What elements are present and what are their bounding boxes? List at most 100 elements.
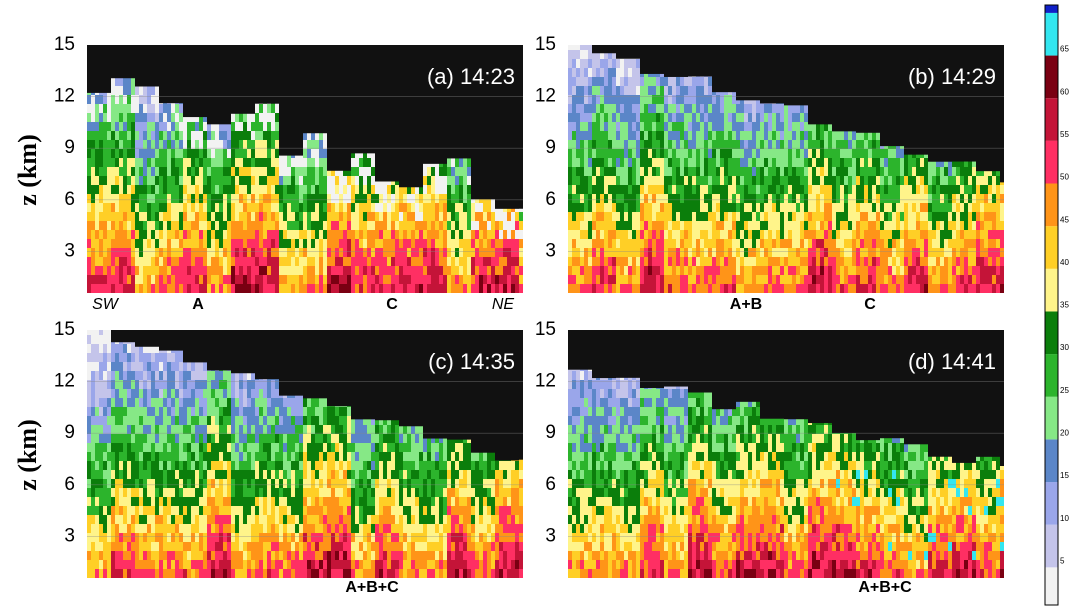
echo-cell <box>119 266 123 275</box>
echo-cell <box>636 122 640 131</box>
echo-cell <box>187 434 191 443</box>
echo-cell <box>576 59 580 68</box>
echo-cell <box>451 257 455 266</box>
echo-cell <box>91 257 95 266</box>
echo-cell <box>183 140 187 149</box>
echo-cell <box>652 284 656 293</box>
echo-cell <box>163 470 167 479</box>
echo-cell <box>243 203 247 212</box>
echo-cell <box>580 86 584 95</box>
echo-cell <box>463 239 467 248</box>
echo-cell <box>479 230 483 239</box>
echo-cell <box>115 131 119 140</box>
echo-cell <box>952 203 956 212</box>
echo-cell <box>716 239 720 248</box>
echo-cell <box>171 140 175 149</box>
echo-cell <box>980 212 984 221</box>
echo-cell <box>872 266 876 275</box>
echo-cell <box>163 275 167 284</box>
echo-cell <box>135 497 139 506</box>
echo-cell <box>780 167 784 176</box>
echo-cell <box>323 194 327 203</box>
echo-cell <box>944 185 948 194</box>
echo-cell <box>195 257 199 266</box>
echo-cell <box>315 284 319 293</box>
echo-cell <box>135 347 139 353</box>
echo-cell <box>203 551 207 560</box>
echo-cell <box>431 164 435 167</box>
echo-cell <box>828 248 832 257</box>
echo-cell <box>447 230 451 239</box>
echo-cell <box>111 230 115 239</box>
echo-cell <box>351 284 355 293</box>
echo-cell <box>211 230 215 239</box>
echo-cell <box>896 230 900 239</box>
echo-cell <box>980 230 984 239</box>
echo-cell <box>816 221 820 230</box>
echo-cell <box>940 284 944 293</box>
echo-cell <box>503 284 507 293</box>
echo-cell <box>211 248 215 257</box>
echo-cell <box>976 239 980 248</box>
echo-cell <box>680 275 684 284</box>
echo-cell <box>856 275 860 284</box>
echo-cell <box>151 203 155 212</box>
echo-cell <box>191 176 195 185</box>
echo-cell <box>736 230 740 239</box>
echo-cell <box>467 248 471 257</box>
echo-cell <box>239 114 243 122</box>
echo-cell <box>519 266 523 275</box>
echo-cell <box>884 149 888 158</box>
echo-cell <box>139 212 143 221</box>
echo-cell <box>740 131 744 140</box>
echo-cell <box>964 248 968 257</box>
echo-cell <box>972 203 976 212</box>
echo-cell <box>852 239 856 248</box>
echo-cell <box>572 59 576 68</box>
echo-cell <box>768 140 772 149</box>
echo-cell <box>107 167 111 176</box>
echo-cell <box>403 266 407 275</box>
echo-cell <box>267 140 271 149</box>
echo-cell <box>115 353 119 362</box>
echo-cell <box>271 158 275 167</box>
echo-cell <box>87 335 91 344</box>
echo-cell <box>640 86 644 95</box>
echo-cell <box>968 230 972 239</box>
echo-cell <box>379 212 383 221</box>
echo-cell <box>700 131 704 140</box>
echo-cell <box>856 230 860 239</box>
echo-cell <box>756 203 760 212</box>
echo-cell <box>864 239 868 248</box>
echo-cell <box>664 257 668 266</box>
echo-cell <box>616 122 620 131</box>
echo-cell <box>199 203 203 212</box>
echo-cell <box>668 86 672 95</box>
echo-cell <box>471 275 475 284</box>
echo-cell <box>379 266 383 275</box>
echo-cell <box>824 221 828 230</box>
echo-cell <box>876 266 880 275</box>
echo-cell <box>387 185 391 194</box>
echo-cell <box>367 212 371 221</box>
echo-cell <box>295 221 299 230</box>
echo-cell <box>640 131 644 140</box>
echo-cell <box>800 275 804 284</box>
echo-cell <box>327 221 331 230</box>
echo-cell <box>604 239 608 248</box>
echo-cell <box>600 284 604 293</box>
panel: (a) 14:231512963 <box>54 34 523 293</box>
echo-cell <box>900 275 904 284</box>
echo-cell <box>215 257 219 266</box>
echo-cell <box>644 239 648 248</box>
echo-cell <box>688 266 692 275</box>
echo-cell <box>395 239 399 248</box>
echo-cell <box>455 266 459 275</box>
echo-cell <box>920 155 924 158</box>
echo-cell <box>596 104 600 113</box>
echo-cell <box>115 342 119 344</box>
echo-cell <box>928 266 932 275</box>
echo-cell <box>119 515 123 524</box>
echo-cell <box>728 140 732 149</box>
echo-cell <box>183 239 187 248</box>
